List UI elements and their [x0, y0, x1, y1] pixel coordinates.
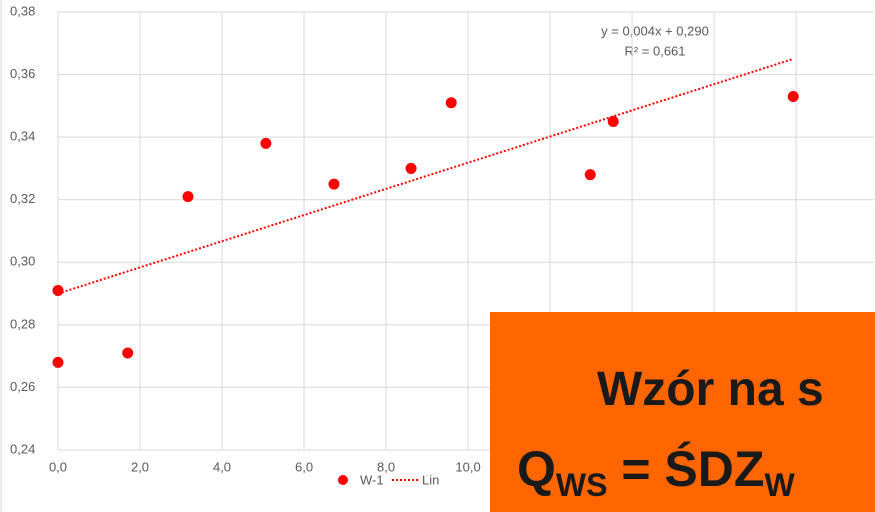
x-tick-label: 10,0: [455, 459, 480, 474]
point: [787, 90, 799, 102]
x-tick-label: 0,0: [49, 459, 67, 474]
formula-q: Q: [517, 441, 556, 497]
formula-eq: = ŚDZ: [607, 441, 765, 497]
x-tick-label: 2,0: [131, 459, 149, 474]
y-tick-label: 0,32: [10, 191, 35, 206]
point: [182, 191, 194, 203]
overlay-formula: QWS = ŚDZW: [517, 440, 795, 504]
y-tick-label: 0,28: [10, 316, 35, 331]
point: [405, 162, 417, 174]
point: [607, 116, 619, 127]
y-tick-label: 0,30: [10, 254, 35, 269]
legend-marker: [338, 475, 348, 485]
formula-q-sub: WS: [555, 467, 608, 503]
point: [52, 284, 64, 296]
x-tick-label: 8,0: [377, 459, 395, 474]
y-tick-label: 0,26: [10, 379, 35, 394]
point: [122, 347, 134, 359]
trend-r2: R² = 0,661: [624, 43, 685, 58]
x-tick-label: 4,0: [213, 459, 231, 474]
y-tick-label: 0,24: [10, 441, 35, 456]
point: [328, 178, 340, 190]
overlay-box: Wzór na s QWS = ŚDZW: [490, 312, 875, 512]
point: [260, 137, 272, 149]
y-tick-label: 0,38: [10, 3, 35, 18]
point: [445, 97, 457, 109]
y-tick-label: 0,36: [10, 66, 35, 81]
trendline: [57, 57, 794, 295]
legend-label: W-1: [360, 472, 384, 487]
formula-eq-sub: W: [764, 467, 795, 503]
y-tick-label: 0,34: [10, 129, 35, 144]
trend-equation: y = 0,004x + 0,290: [601, 23, 709, 38]
x-tick-label: 6,0: [295, 459, 313, 474]
point: [52, 356, 64, 368]
point: [584, 169, 596, 181]
overlay-title: Wzór na s: [597, 363, 824, 416]
legend-label: Lin: [422, 472, 439, 487]
